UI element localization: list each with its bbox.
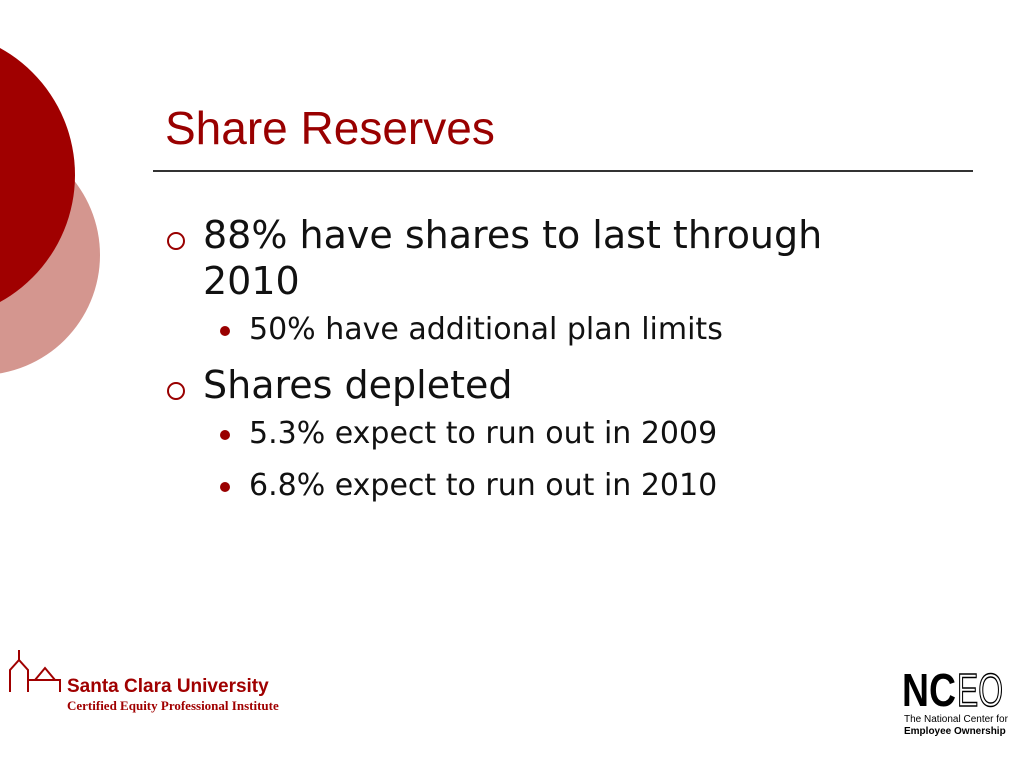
nceo-logo: NC EO The National Center for Employee O… <box>902 663 1009 737</box>
nceo-a: NC <box>902 664 956 716</box>
bullet: Shares depleted <box>165 362 925 408</box>
nceo-line2: Employee Ownership <box>904 726 1006 737</box>
scu-name: Santa Clara University <box>67 676 269 697</box>
title: Share Reserves <box>165 102 495 154</box>
title-rule <box>153 170 973 172</box>
nceo-b: EO <box>957 664 1003 716</box>
sub-bullet: 5.3% expect to run out in 2009 <box>165 414 925 454</box>
decoration <box>0 48 100 374</box>
bullet-list: 88% have shares to last through 2010 50% … <box>165 212 925 518</box>
nceo-line1: The National Center for <box>904 714 1009 725</box>
scu-logo: Santa Clara University Certified Equity … <box>9 650 279 713</box>
sub-bullet: 50% have additional plan limits <box>165 310 925 350</box>
scu-subtitle: Certified Equity Professional Institute <box>67 698 279 713</box>
sub-bullet: 6.8% expect to run out in 2010 <box>165 466 925 506</box>
bullet: 88% have shares to last through 2010 <box>165 212 925 304</box>
